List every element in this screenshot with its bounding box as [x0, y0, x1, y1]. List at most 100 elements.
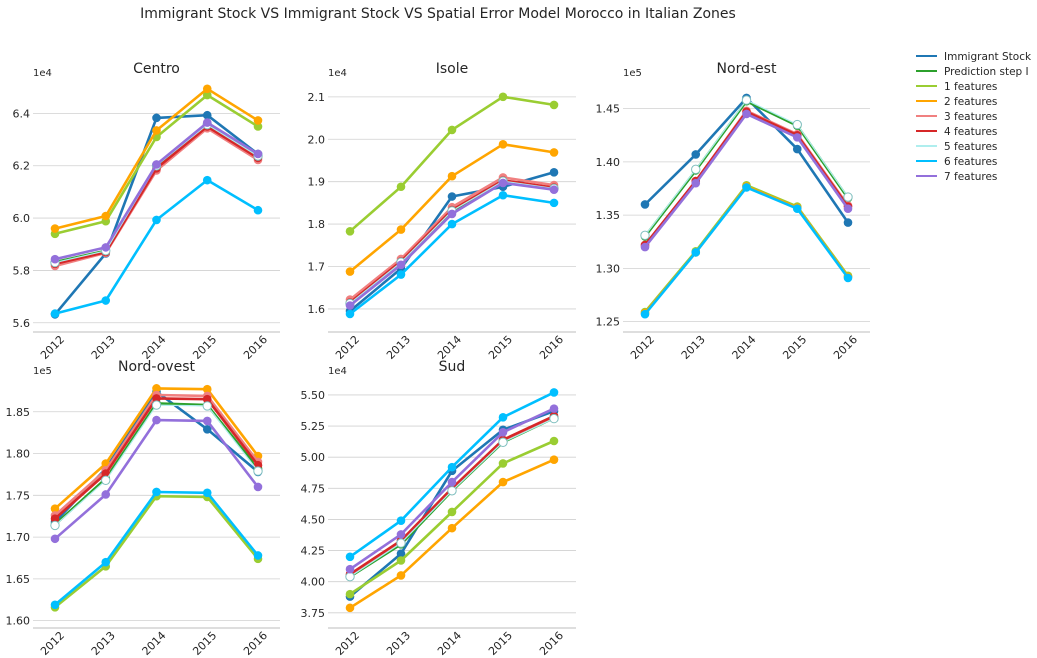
- data-point: [396, 260, 406, 270]
- data-point: [447, 219, 457, 229]
- data-point: [396, 225, 406, 234]
- data-point: [253, 551, 263, 560]
- legend-label: 6 features: [944, 156, 997, 168]
- data-point: [498, 178, 508, 188]
- data-point: [498, 459, 508, 468]
- legend-entry: Immigrant Stock: [916, 51, 1032, 63]
- data-point: [498, 140, 508, 149]
- series-6-features: [345, 190, 559, 319]
- y-tick-label: 6.2: [13, 160, 31, 173]
- data-point: [253, 466, 263, 476]
- x-tick-label: 2014: [435, 629, 464, 658]
- x-tick-label: 2012: [333, 629, 362, 658]
- data-point: [50, 309, 60, 318]
- legend-entry: 1 features: [916, 81, 997, 93]
- series-5-features: [50, 400, 263, 531]
- series-2-features: [50, 84, 263, 233]
- series-3-features: [50, 124, 263, 271]
- data-point: [549, 413, 559, 424]
- y-tick-label: 1.30: [596, 262, 621, 275]
- legend-label: 7 features: [944, 171, 997, 183]
- data-point: [549, 168, 559, 177]
- legend-label: 2 features: [944, 96, 997, 108]
- y-tick-label: 5.8: [13, 264, 31, 277]
- data-point: [396, 538, 406, 548]
- data-point: [202, 394, 212, 404]
- y-tick-label: 4.00: [301, 576, 326, 589]
- data-point: [253, 122, 263, 131]
- panel-title: Isole: [436, 61, 469, 77]
- y-tick-label: 4.25: [301, 545, 326, 558]
- data-point: [447, 462, 457, 472]
- data-point: [202, 84, 212, 94]
- series-line: [54, 124, 259, 264]
- data-point: [741, 95, 752, 105]
- series-line: [643, 184, 850, 314]
- x-tick-label: 2014: [140, 629, 169, 658]
- data-point: [50, 534, 60, 544]
- y-tick-label: 4.50: [301, 513, 326, 526]
- panel-nord-est: 1.25 1.30 1.35 1.40 1.45 2012 2013 2014 2015 2016…: [596, 61, 870, 362]
- data-point: [101, 557, 111, 567]
- data-point: [152, 160, 161, 169]
- data-point: [792, 119, 802, 130]
- data-point: [691, 248, 701, 257]
- data-point: [549, 388, 559, 397]
- series-1-features: [50, 491, 263, 612]
- data-point: [345, 267, 355, 276]
- data-point: [640, 242, 650, 252]
- scale-label: 1e5: [33, 366, 52, 377]
- x-tick-label: 2014: [730, 333, 759, 362]
- y-tick-label: 3.75: [301, 607, 326, 620]
- y-tick-label: 5.00: [301, 451, 326, 464]
- data-point: [152, 487, 161, 497]
- y-tick-label: 5.50: [301, 389, 326, 402]
- data-point: [152, 384, 161, 393]
- x-tick-label: 2012: [628, 333, 657, 362]
- y-tick-label: 6.0: [13, 212, 31, 225]
- y-tick-label: 1.6: [308, 303, 326, 316]
- data-point: [640, 309, 650, 319]
- panel-sud: 3.75 4.00 4.25 4.50 4.75 5.00 5.25 5.50 2012 2013…: [301, 359, 576, 658]
- y-tick-label: 1.60: [6, 615, 31, 628]
- data-point: [447, 523, 457, 533]
- data-point: [447, 477, 457, 487]
- data-point: [202, 488, 212, 498]
- data-point: [396, 549, 406, 558]
- data-point: [101, 243, 111, 252]
- data-point: [151, 400, 162, 410]
- series-line: [53, 87, 260, 230]
- data-point: [447, 486, 457, 496]
- y-tick-label: 1.85: [6, 406, 31, 419]
- data-point: [101, 296, 111, 305]
- data-point: [843, 273, 853, 283]
- series-line: [53, 390, 260, 524]
- x-tick-label: 2013: [384, 629, 413, 658]
- data-point: [345, 564, 355, 574]
- data-point: [50, 514, 60, 524]
- data-point: [202, 425, 212, 434]
- series-4-features: [50, 394, 263, 524]
- panels: 5.6 5.8 6.0 6.2 6.4 2012 2013 2014 2015 2016 Centr…: [6, 61, 870, 658]
- series-5-features: [640, 95, 853, 241]
- data-point: [549, 436, 559, 446]
- x-tick-label: 2015: [190, 333, 219, 362]
- data-point: [447, 209, 457, 219]
- x-tick-label: 2015: [190, 629, 219, 658]
- data-point: [549, 198, 559, 208]
- legend-label: 5 features: [944, 141, 997, 153]
- x-tick-label: 2012: [333, 333, 362, 362]
- data-point: [447, 192, 457, 201]
- legend-entry: Prediction step I: [916, 66, 1029, 78]
- data-point: [396, 556, 406, 565]
- x-tick-label: 2015: [780, 333, 809, 362]
- scale-label: 1e4: [328, 366, 347, 377]
- y-tick-label: 1.7: [308, 261, 326, 274]
- series-line: [348, 415, 556, 577]
- data-point: [50, 254, 60, 264]
- data-point: [396, 516, 406, 525]
- data-point: [253, 149, 263, 159]
- series-2-features: [345, 140, 559, 276]
- panel-title: Sud: [439, 359, 466, 375]
- series-line: [53, 490, 260, 607]
